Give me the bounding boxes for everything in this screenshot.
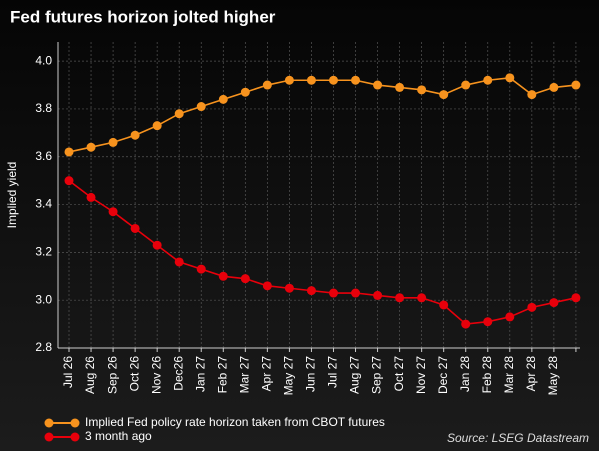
data-point (130, 223, 140, 233)
data-point (284, 283, 294, 293)
data-point (196, 264, 206, 274)
data-point (174, 109, 184, 119)
y-tick-label: 2.8 (35, 340, 52, 354)
y-axis-label: Implied yield (5, 162, 19, 229)
x-tick-label: May 28 (546, 356, 560, 396)
data-point (108, 137, 118, 147)
data-point (351, 75, 361, 85)
data-point (284, 75, 294, 85)
x-tick-label: Apr 27 (260, 356, 274, 392)
x-tick-label: Dec26 (171, 356, 185, 391)
x-tick-label: Aug 27 (348, 356, 362, 394)
data-point (262, 80, 272, 90)
data-point (549, 298, 559, 308)
x-tick-label: Oct 27 (392, 356, 406, 392)
data-point (64, 147, 74, 157)
x-tick-label: Dec 27 (436, 356, 450, 394)
legend-marker (70, 432, 80, 442)
data-point (439, 90, 449, 100)
y-tick-label: 3.4 (35, 197, 52, 211)
x-tick-label: Jan 27 (193, 356, 207, 392)
data-point (505, 73, 515, 83)
data-point (218, 271, 228, 281)
data-point (240, 87, 250, 97)
data-point (306, 75, 316, 85)
x-tick-label: Nov 26 (149, 356, 163, 394)
data-point (395, 82, 405, 92)
legend-label: Implied Fed policy rate horizon taken fr… (85, 415, 385, 429)
x-tick-label: Sep 27 (370, 356, 384, 394)
data-point (328, 288, 338, 298)
data-point (527, 90, 537, 100)
y-tick-label: 3.2 (35, 245, 52, 259)
chart-title: Fed futures horizon jolted higher (10, 7, 276, 26)
y-tick-label: 3.0 (35, 292, 52, 306)
data-point (527, 302, 537, 312)
x-tick-label: Mar 28 (502, 356, 516, 394)
data-point (64, 176, 74, 186)
data-point (130, 130, 140, 140)
data-point (86, 142, 96, 152)
data-point (439, 300, 449, 310)
data-point (262, 281, 272, 291)
data-point (86, 192, 96, 202)
x-tick-label: Aug 26 (83, 356, 97, 394)
x-tick-label: Apr 28 (524, 356, 538, 392)
data-point (108, 207, 118, 217)
data-point (240, 274, 250, 284)
x-tick-label: Jul 26 (61, 356, 75, 388)
x-tick-label: Jan 28 (458, 356, 472, 392)
x-tick-label: May 27 (282, 356, 296, 396)
data-point (483, 317, 493, 327)
data-point (461, 80, 471, 90)
data-point (505, 312, 515, 322)
data-point (483, 75, 493, 85)
data-point (417, 85, 427, 95)
x-tick-label: Sep 26 (105, 356, 119, 394)
legend-label: 3 month ago (85, 429, 152, 443)
x-tick-label: Mar 27 (237, 356, 251, 394)
x-tick-label: Feb 27 (215, 356, 229, 394)
legend-marker (44, 432, 54, 442)
data-point (174, 257, 184, 267)
source: Source: LSEG Datastream (447, 431, 589, 445)
data-point (571, 293, 581, 303)
x-tick-label: Jul 27 (326, 356, 340, 388)
data-point (373, 290, 383, 300)
data-point (549, 82, 559, 92)
data-point (196, 102, 206, 112)
data-point (152, 121, 162, 131)
x-tick-label: Jun 27 (304, 356, 318, 392)
data-point (395, 293, 405, 303)
data-point (373, 80, 383, 90)
data-point (571, 80, 581, 90)
y-tick-label: 4.0 (35, 53, 52, 67)
y-tick-label: 3.6 (35, 149, 52, 163)
legend-marker (44, 418, 54, 428)
x-tick-label: Nov 27 (414, 356, 428, 394)
x-tick-label: Oct 26 (127, 356, 141, 392)
data-point (152, 240, 162, 250)
data-point (218, 94, 228, 104)
y-tick-label: 3.8 (35, 101, 52, 115)
data-point (461, 319, 471, 329)
data-point (306, 286, 316, 296)
x-tick-label: Feb 28 (480, 356, 494, 394)
data-point (351, 288, 361, 298)
data-point (417, 293, 427, 303)
legend-marker (70, 418, 80, 428)
data-point (328, 75, 338, 85)
